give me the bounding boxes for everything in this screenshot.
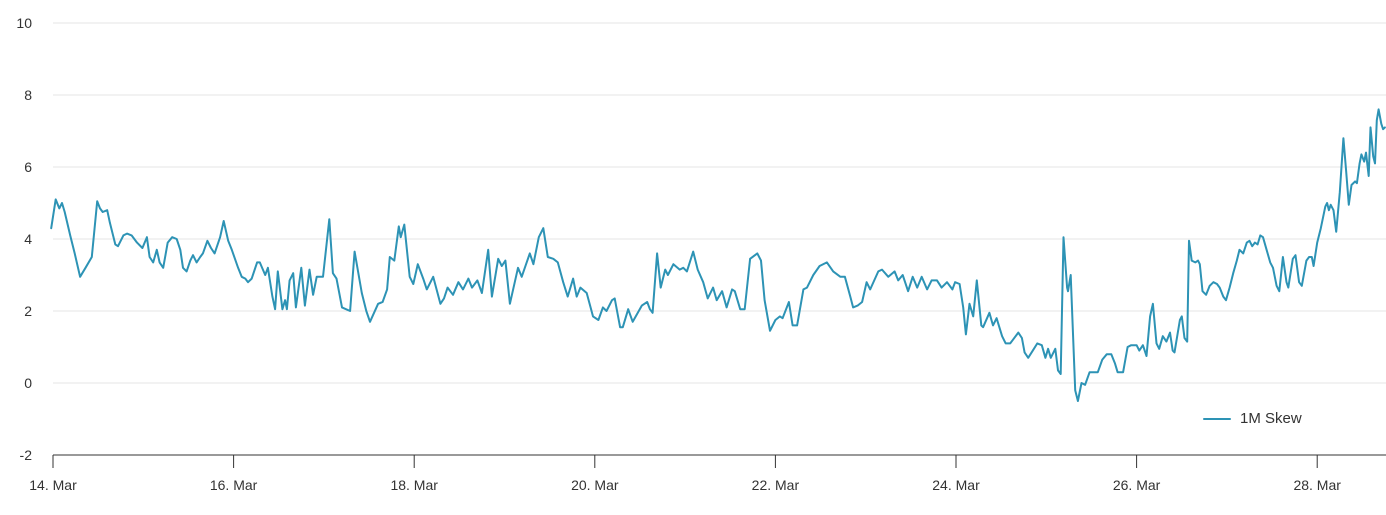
y-axis-label: 4 [24,231,32,247]
y-axis-label: 8 [24,87,32,103]
series-line-1m-skew[interactable] [50,108,1386,402]
x-axis-label: 28. Mar [1293,477,1341,493]
legend-item-1m-skew[interactable]: 1M Skew [1203,410,1302,427]
x-axis-label: 18. Mar [390,477,438,493]
x-axis-label: 26. Mar [1113,477,1161,493]
y-axis-label: -2 [20,447,33,463]
legend-label: 1M Skew [1240,410,1302,427]
y-axis-label: 6 [24,159,32,175]
x-axis-label: 22. Mar [752,477,800,493]
x-axis-label: 24. Mar [932,477,980,493]
legend-line-sample [1203,417,1231,420]
y-axis-label: 0 [24,375,32,391]
y-axis-label: 2 [24,303,32,319]
y-axis-label: 10 [16,15,32,31]
x-axis-label: 20. Mar [571,477,619,493]
x-axis-label: 14. Mar [29,477,77,493]
x-axis-label: 16. Mar [210,477,258,493]
